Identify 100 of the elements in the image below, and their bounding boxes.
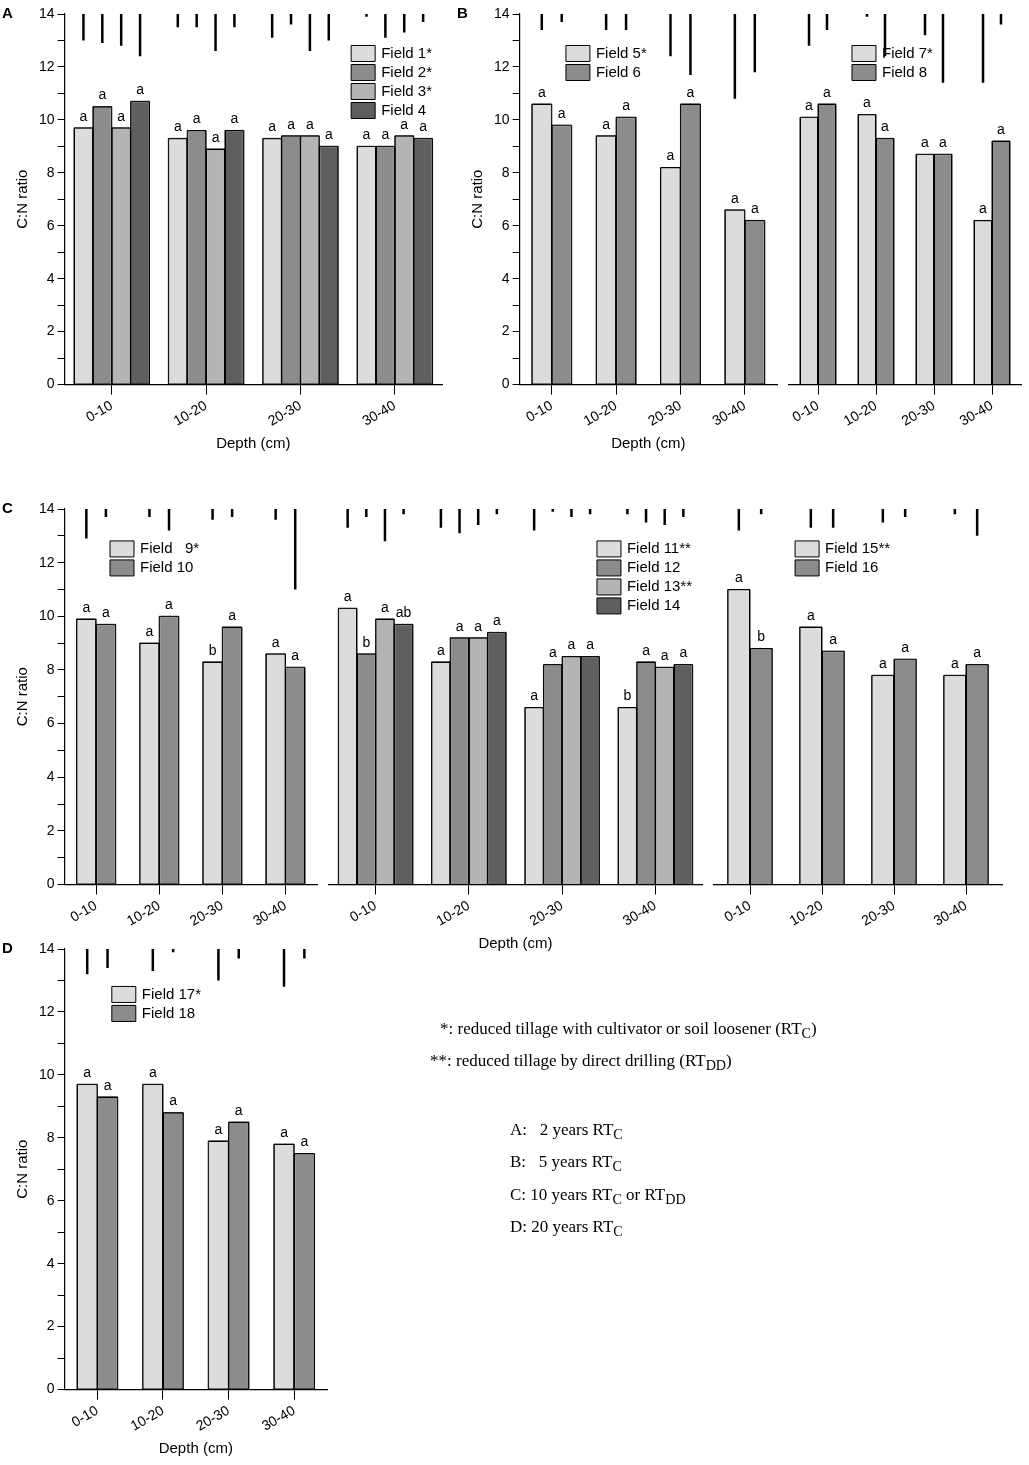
y-tick-label: 10 [38,1065,55,1082]
data-label: a [103,1076,112,1093]
data-label: a [145,622,154,639]
y-tick-label: 14 [38,939,55,956]
data-label: a [530,687,539,704]
data-label: a [419,118,428,135]
bar [85,509,88,539]
y-tick-label: 2 [46,322,55,339]
x-tick-label: 0-10 [721,896,754,925]
text: B: 5 years RT$_{C}$ [509,1151,623,1177]
chart-title: A [2,4,13,22]
legend-label: Field 1* [381,43,433,61]
y-tick-label: 6 [46,216,55,233]
y-axis-title: C:N ratio [13,1139,31,1199]
legend-label: Field 3* [381,81,433,99]
bar [682,509,685,518]
data-label: a [437,641,445,658]
data-label: b [362,633,371,650]
data-label: a [343,588,352,605]
bar [233,14,236,28]
data-label: a [211,128,220,145]
data-label: ab [395,604,412,621]
y-tick-label: 12 [493,57,510,74]
data-label: a [950,655,959,672]
y-axis-title: C:N ratio [13,667,31,727]
data-label: a [230,110,239,127]
x-tick-label: 0-10 [67,896,100,925]
y-tick-label: 4 [46,768,55,785]
y-tick-label: 14 [493,4,510,21]
data-label: a [173,118,182,135]
data-label: a [567,636,576,653]
data-label: a [939,134,948,151]
y-tick-label: 2 [501,322,510,339]
y-tick-label: 0 [46,375,55,392]
data-label: a [214,1120,223,1137]
legend-label: Field 17* [141,984,202,1002]
y-tick-label: 4 [501,269,510,286]
bar [148,509,151,518]
bar [217,949,220,981]
bar [669,14,672,57]
y-tick-label: 4 [46,1254,55,1271]
y-tick-label: 10 [493,110,510,127]
data-label: a [381,598,390,615]
bar [214,14,217,52]
x-tick-label: 0-10 [346,896,380,925]
bar [570,509,573,518]
data-label: a [148,1064,157,1081]
y-tick-label: 10 [38,110,55,127]
bar [403,14,406,33]
legend-label: Field 10 [140,558,194,576]
legend-label: Field 6 [595,62,641,80]
chart-title: B [457,4,468,22]
y-axis-title: C:N ratio [468,169,486,229]
data-label: a [280,1123,289,1140]
bar [458,509,461,534]
legend-label: Field 2* [381,62,433,80]
data-label: a [863,94,872,111]
y-tick-label: 6 [46,714,55,731]
data-label: a [192,110,201,127]
data-label: a [79,107,88,124]
x-axis-title: Depth (cm) [216,434,291,452]
y-tick-label: 14 [38,499,55,516]
legend-label: Field 4 [381,100,427,118]
text: C: 10 years RT$_{C}$ or RT$_{DD}$ [509,1183,687,1209]
bar [106,949,109,968]
data-label: a [586,636,595,653]
y-tick-label: 8 [501,163,510,180]
y-tick-label: 0 [46,1380,55,1397]
data-label: a [306,115,314,132]
y-tick-label: 0 [46,875,55,892]
bar [303,949,306,959]
data-label: a [602,115,611,132]
data-label: a [83,1064,92,1081]
data-label: a [642,641,651,658]
bar [211,509,214,520]
chart-title: D [2,939,13,957]
data-label: a [271,633,280,650]
data-label: a [734,569,743,586]
data-label: a [82,598,91,615]
legend-label: Field 15** [825,539,891,557]
text: D: 20 years RT$_{C}$ [509,1215,624,1242]
bar [274,509,277,520]
y-tick-label: 8 [46,163,55,180]
data-label: a [679,644,688,661]
data-label: b [623,687,632,704]
bar [626,509,629,515]
data-label: a [921,134,930,151]
chart-title: C [2,499,13,517]
data-label: a [400,115,409,132]
bar [560,14,563,22]
data-label: a [102,604,111,621]
y-tick-label: 6 [501,216,510,233]
data-label: a [666,147,675,164]
data-label: a [98,86,107,103]
legend-label: Field 11** [626,539,692,557]
x-tick-label: 0-10 [82,396,116,425]
bar [663,509,666,526]
data-label: a [165,596,174,613]
data-label: a [537,83,546,100]
bar [689,14,692,75]
